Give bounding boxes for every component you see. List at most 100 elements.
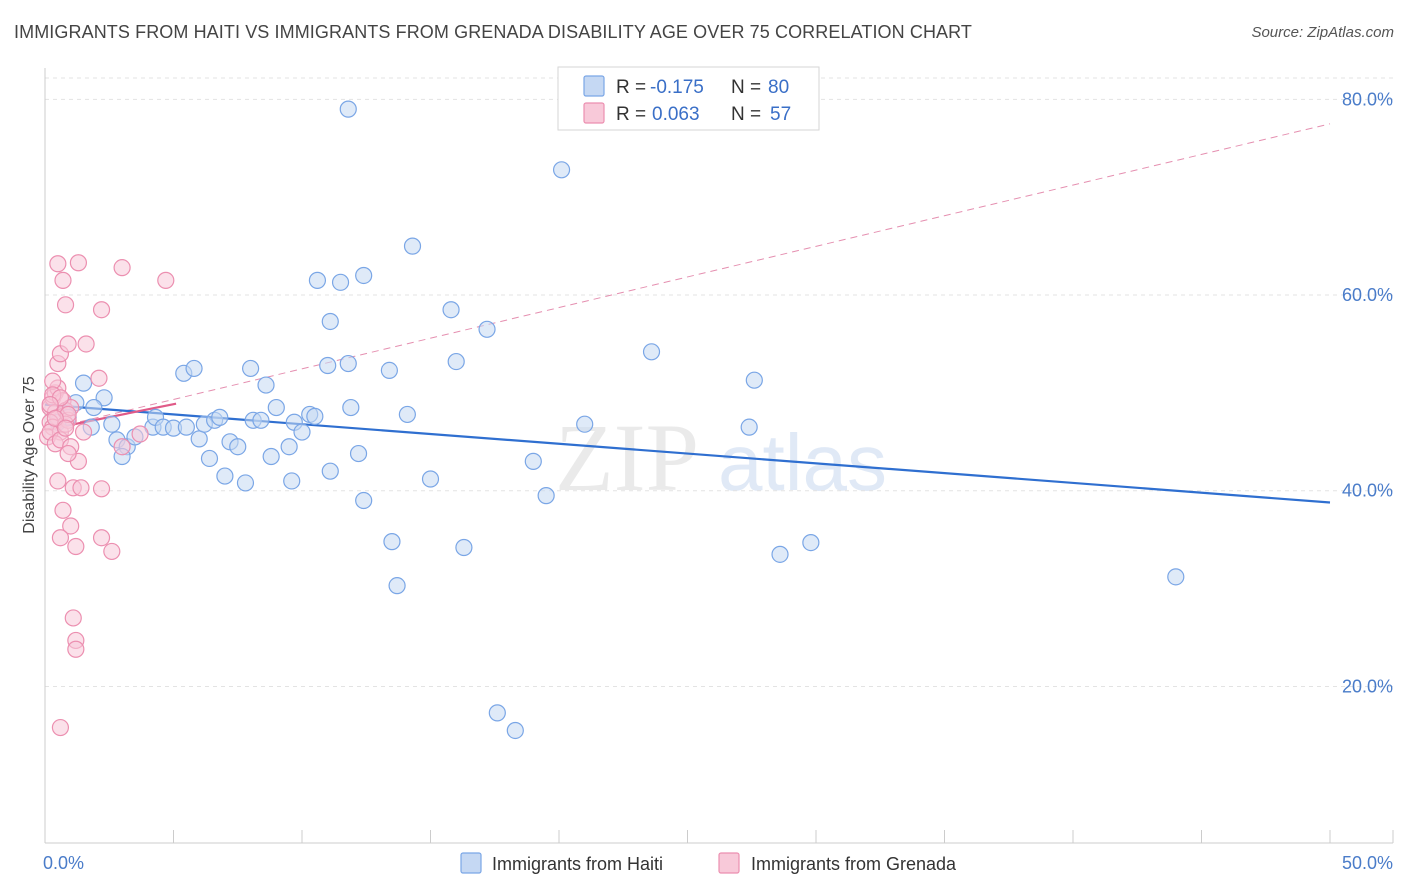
point-haiti bbox=[211, 408, 229, 426]
point-grenada bbox=[56, 419, 75, 437]
point-grenada bbox=[131, 425, 149, 443]
point-haiti bbox=[771, 545, 789, 563]
y-tick-label: 20.0% bbox=[1342, 676, 1393, 696]
point-grenada bbox=[69, 254, 88, 272]
point-haiti bbox=[388, 577, 406, 595]
point-grenada bbox=[64, 609, 82, 627]
point-grenada bbox=[51, 529, 70, 547]
stats-r-label-grenada: R = bbox=[616, 104, 646, 125]
point-haiti bbox=[262, 447, 280, 466]
trend-grenada-extended bbox=[44, 123, 1331, 431]
point-grenada bbox=[67, 537, 85, 556]
source-credit: Source: ZipAtlas.com bbox=[1251, 24, 1394, 41]
point-haiti bbox=[293, 423, 311, 441]
point-grenada bbox=[56, 296, 75, 314]
y-tick-label: 60.0% bbox=[1342, 285, 1393, 305]
point-haiti bbox=[200, 449, 219, 468]
point-haiti bbox=[185, 359, 203, 378]
point-haiti bbox=[447, 352, 465, 371]
point-grenada bbox=[59, 335, 77, 353]
point-grenada bbox=[49, 472, 67, 490]
point-haiti bbox=[252, 411, 270, 429]
point-haiti bbox=[442, 301, 460, 319]
point-haiti bbox=[306, 407, 324, 425]
point-haiti bbox=[537, 487, 555, 505]
point-haiti bbox=[283, 472, 301, 490]
point-haiti bbox=[229, 438, 247, 456]
data-points bbox=[38, 100, 1185, 740]
point-grenada bbox=[51, 718, 70, 737]
point-grenada bbox=[54, 501, 72, 519]
stats-r-value-haiti: -0.175 bbox=[650, 77, 704, 98]
point-grenada bbox=[103, 542, 121, 561]
point-grenada bbox=[90, 369, 108, 387]
stats-legend: R = -0.175 N = 80 R = 0.063 N = 57 bbox=[557, 66, 820, 131]
point-grenada bbox=[59, 444, 77, 463]
point-grenada bbox=[92, 529, 111, 547]
axes bbox=[44, 68, 1394, 844]
stats-n-label-haiti: N = bbox=[731, 77, 761, 98]
y-axis-label: Disability Age Over 75 bbox=[21, 376, 38, 534]
point-haiti bbox=[355, 491, 373, 510]
point-grenada bbox=[113, 438, 131, 456]
point-grenada bbox=[49, 255, 67, 273]
point-grenada bbox=[72, 479, 90, 497]
point-haiti bbox=[339, 100, 357, 118]
point-haiti bbox=[242, 359, 260, 378]
point-haiti bbox=[280, 438, 298, 456]
point-grenada bbox=[113, 259, 131, 277]
watermark: ZIP atlas bbox=[555, 404, 887, 511]
point-haiti bbox=[257, 376, 275, 394]
bottom-legend: Immigrants from Haiti Immigrants from Gr… bbox=[460, 852, 957, 874]
point-haiti bbox=[308, 271, 327, 289]
point-haiti bbox=[488, 704, 506, 722]
point-haiti bbox=[85, 398, 103, 417]
legend-label-grenada: Immigrants from Grenada bbox=[751, 854, 957, 874]
stats-n-value-haiti: 80 bbox=[768, 77, 789, 98]
point-haiti bbox=[421, 470, 440, 488]
point-haiti bbox=[552, 161, 571, 179]
point-haiti bbox=[398, 405, 416, 424]
stats-n-label-grenada: N = bbox=[731, 104, 761, 125]
stats-n-value-grenada: 57 bbox=[770, 104, 791, 125]
point-haiti bbox=[103, 415, 121, 433]
x-tick-label-min: 0.0% bbox=[43, 853, 84, 873]
chart-title: IMMIGRANTS FROM HAITI VS IMMIGRANTS FROM… bbox=[14, 22, 973, 42]
point-haiti bbox=[349, 444, 368, 463]
stats-r-value-grenada: 0.063 bbox=[652, 104, 700, 125]
point-haiti bbox=[355, 266, 373, 285]
legend-swatch-haiti bbox=[460, 852, 482, 874]
point-haiti bbox=[576, 415, 594, 433]
point-grenada bbox=[157, 271, 175, 289]
point-grenada bbox=[92, 480, 111, 498]
point-haiti bbox=[177, 418, 195, 436]
point-haiti bbox=[802, 534, 820, 552]
point-haiti bbox=[321, 312, 339, 331]
stats-swatch-grenada bbox=[583, 102, 605, 124]
point-haiti bbox=[642, 343, 661, 361]
stats-swatch-haiti bbox=[583, 75, 605, 97]
point-haiti bbox=[342, 398, 360, 417]
point-haiti bbox=[319, 356, 337, 375]
y-tick-label: 40.0% bbox=[1342, 481, 1393, 501]
watermark-zip: ZIP bbox=[555, 404, 699, 511]
point-grenada bbox=[54, 271, 72, 289]
legend-swatch-grenada bbox=[718, 852, 740, 874]
point-grenada bbox=[74, 423, 93, 441]
point-haiti bbox=[383, 533, 401, 551]
point-haiti bbox=[321, 462, 339, 480]
point-haiti bbox=[190, 430, 208, 448]
y-tick-label: 80.0% bbox=[1342, 89, 1393, 109]
x-tick-label-max: 50.0% bbox=[1342, 853, 1393, 873]
point-grenada bbox=[92, 301, 111, 319]
point-haiti bbox=[236, 474, 255, 492]
point-grenada bbox=[77, 335, 95, 353]
point-haiti bbox=[740, 418, 758, 436]
point-haiti bbox=[339, 354, 357, 373]
point-grenada bbox=[62, 517, 80, 535]
y-tick-labels: 20.0% 40.0% 60.0% 80.0% bbox=[1342, 89, 1393, 696]
point-haiti bbox=[1167, 568, 1185, 586]
point-haiti bbox=[216, 467, 234, 485]
point-haiti bbox=[506, 721, 524, 740]
